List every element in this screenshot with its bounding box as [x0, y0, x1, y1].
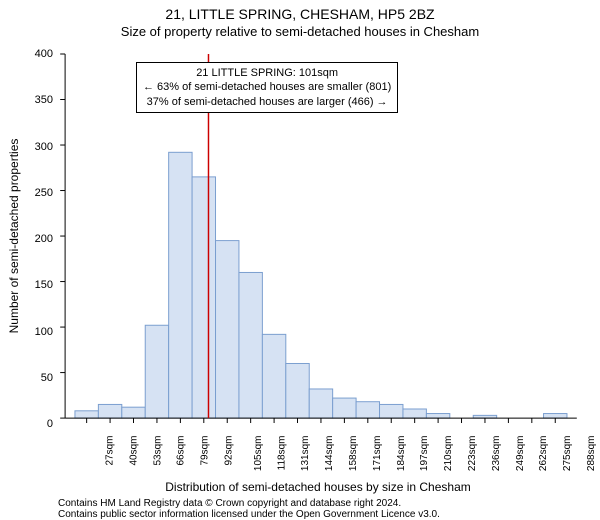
chart-area: 21 LITTLE SPRING: 101sqm ← 63% of semi-d…	[58, 54, 578, 424]
y-tick-label: 400	[23, 48, 53, 60]
footnote: Contains HM Land Registry data © Crown c…	[58, 498, 578, 502]
x-tick-label: 236sqm	[491, 436, 502, 472]
y-tick-label: 200	[23, 233, 53, 245]
footnote-line2: Contains public sector information licen…	[58, 509, 578, 520]
chart-title-main: 21, LITTLE SPRING, CHESHAM, HP5 2BZ	[0, 6, 600, 22]
x-tick-label: 92sqm	[223, 436, 234, 466]
x-tick-label: 262sqm	[539, 436, 550, 472]
x-tick-label: 197sqm	[420, 436, 431, 472]
y-axis-label: Number of semi-detached properties	[7, 139, 21, 334]
x-axis-label: Distribution of semi-detached houses by …	[58, 480, 578, 484]
y-tick-label: 150	[23, 279, 53, 291]
y-tick-label: 250	[23, 187, 53, 199]
x-tick-label: 27sqm	[104, 436, 115, 466]
x-tick-label: 210sqm	[443, 436, 454, 472]
x-tick-label: 171sqm	[372, 436, 383, 472]
x-tick-label: 288sqm	[586, 436, 597, 472]
x-tick-label: 144sqm	[324, 436, 335, 472]
x-tick-label: 79sqm	[200, 436, 211, 466]
y-tick-label: 50	[23, 372, 53, 384]
x-tick-label: 118sqm	[276, 436, 287, 471]
x-tick-label: 249sqm	[515, 436, 526, 472]
annotation-line1: 21 LITTLE SPRING: 101sqm	[143, 66, 391, 80]
chart-title-sub: Size of property relative to semi-detach…	[0, 24, 600, 39]
y-tick-label: 100	[23, 326, 53, 338]
x-tick-label: 105sqm	[253, 436, 264, 472]
annotation-line3: 37% of semi-detached houses are larger (…	[143, 95, 391, 109]
x-tick-label: 40sqm	[128, 436, 139, 466]
y-tick-label: 350	[23, 94, 53, 106]
y-tick-label: 0	[23, 418, 53, 430]
annotation-box: 21 LITTLE SPRING: 101sqm ← 63% of semi-d…	[136, 62, 398, 113]
x-tick-label: 131sqm	[300, 436, 311, 472]
x-tick-label: 223sqm	[467, 436, 478, 472]
annotation-line2: ← 63% of semi-detached houses are smalle…	[143, 80, 391, 94]
x-tick-label: 184sqm	[396, 436, 407, 472]
x-tick-label: 275sqm	[562, 436, 573, 472]
chart-container: 21, LITTLE SPRING, CHESHAM, HP5 2BZ Size…	[0, 6, 600, 506]
x-tick-label: 53sqm	[152, 436, 163, 466]
x-tick-label: 158sqm	[348, 436, 359, 472]
y-tick-label: 300	[23, 141, 53, 153]
x-tick-label: 66sqm	[176, 436, 187, 466]
